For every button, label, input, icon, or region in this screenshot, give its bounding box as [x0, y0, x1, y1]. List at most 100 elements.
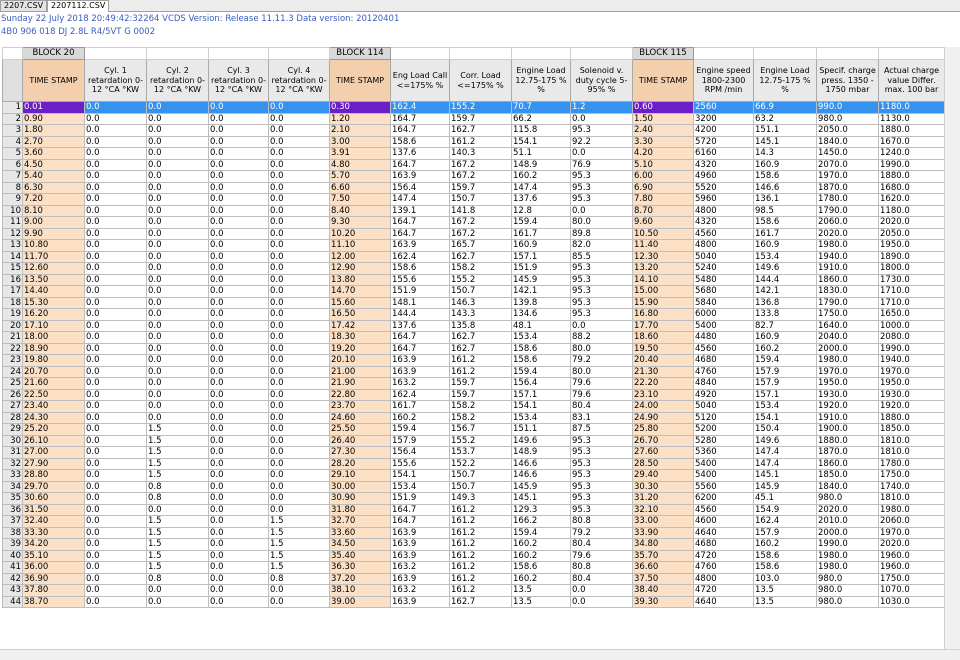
value-cell[interactable]: 145.1 — [753, 135, 817, 148]
value-cell[interactable]: 980.0 — [816, 584, 879, 597]
value-cell[interactable]: 85.5 — [570, 250, 633, 263]
value-cell[interactable]: 0.0 — [208, 365, 269, 378]
value-cell[interactable]: 0.0 — [146, 342, 209, 355]
timestamp-cell[interactable]: 33.90 — [632, 526, 694, 539]
value-cell[interactable]: 0.0 — [268, 250, 330, 263]
value-cell[interactable]: 133.8 — [753, 308, 817, 321]
value-cell[interactable]: 1.5 — [146, 434, 209, 447]
value-cell[interactable]: 4320 — [693, 216, 754, 229]
value-cell[interactable]: 0.0 — [84, 342, 147, 355]
value-cell[interactable]: 0.0 — [146, 147, 209, 160]
column-header[interactable]: Cyl. 4 retardation 0-12 °CA °KW — [268, 59, 330, 102]
value-cell[interactable]: 0.0 — [208, 423, 269, 436]
table-row[interactable]: 33 28.80 0.0 1.5 0.0 0.0 29.10 154.1 150.7 146.6 9… — [2, 469, 944, 482]
value-cell[interactable]: 95.3 — [570, 457, 633, 470]
value-cell[interactable]: 0.8 — [146, 492, 209, 505]
value-cell[interactable]: 980.0 — [816, 492, 879, 505]
value-cell[interactable]: 154.1 — [511, 400, 571, 413]
table-row[interactable]: 2 0.90 0.0 0.0 0.0 0.0 1.20 164.7 159.7 66.2 0.0 1.… — [2, 112, 944, 125]
timestamp-cell[interactable]: 22.50 — [22, 388, 85, 401]
value-cell[interactable]: 4800 — [693, 239, 754, 252]
value-cell[interactable]: 0.0 — [268, 158, 330, 171]
row-number[interactable]: 16 — [2, 273, 23, 286]
timestamp-cell[interactable]: 2.40 — [632, 124, 694, 137]
timestamp-cell[interactable]: 14.70 — [329, 285, 391, 298]
value-cell[interactable]: 158.2 — [449, 411, 512, 424]
value-cell[interactable]: 158.6 — [511, 354, 571, 367]
value-cell[interactable]: 4760 — [693, 365, 754, 378]
tab-2207-csv[interactable]: 2207.CSV — [0, 0, 48, 11]
row-number[interactable]: 30 — [2, 434, 23, 447]
value-cell[interactable]: 0.0 — [208, 561, 269, 574]
table-row[interactable]: 40 35.10 0.0 1.5 0.0 1.5 35.40 163.9 161.2 160.2 7… — [2, 549, 944, 562]
value-cell[interactable]: 0.0 — [84, 480, 147, 493]
value-cell[interactable]: 1950.0 — [878, 239, 944, 252]
value-cell[interactable]: 1.5 — [146, 469, 209, 482]
value-cell[interactable]: 0.0 — [268, 503, 330, 516]
timestamp-cell[interactable]: 30.00 — [329, 480, 391, 493]
timestamp-cell[interactable]: 15.60 — [329, 296, 391, 309]
row-number[interactable]: 21 — [2, 331, 23, 344]
timestamp-cell[interactable]: 17.42 — [329, 319, 391, 332]
column-header[interactable]: TIME STAMP — [329, 59, 391, 102]
value-cell[interactable]: 151.1 — [753, 124, 817, 137]
timestamp-cell[interactable]: 27.60 — [632, 446, 694, 459]
value-cell[interactable]: 80.4 — [570, 538, 633, 551]
value-cell[interactable]: 1.5 — [146, 538, 209, 551]
value-cell[interactable]: 134.6 — [511, 308, 571, 321]
value-cell[interactable]: 159.4 — [390, 423, 450, 436]
value-cell[interactable]: 2080.0 — [878, 331, 944, 344]
value-cell[interactable]: 1970.0 — [878, 365, 944, 378]
value-cell[interactable]: 95.3 — [570, 434, 633, 447]
value-cell[interactable]: 1.5 — [268, 561, 330, 574]
value-cell[interactable]: 1840.0 — [816, 480, 879, 493]
value-cell[interactable]: 158.6 — [511, 342, 571, 355]
value-cell[interactable]: 1670.0 — [878, 135, 944, 148]
value-cell[interactable]: 1.5 — [268, 538, 330, 551]
value-cell[interactable]: 0.0 — [84, 112, 147, 125]
timestamp-cell[interactable]: 20.70 — [22, 365, 85, 378]
row-number[interactable]: 19 — [2, 308, 23, 321]
value-cell[interactable]: 45.1 — [753, 492, 817, 505]
value-cell[interactable]: 98.5 — [753, 204, 817, 217]
value-cell[interactable]: 159.7 — [449, 388, 512, 401]
value-cell[interactable]: 0.0 — [84, 584, 147, 597]
value-cell[interactable]: 161.2 — [449, 584, 512, 597]
value-cell[interactable]: 5680 — [693, 285, 754, 298]
value-cell[interactable]: 95.3 — [570, 503, 633, 516]
value-cell[interactable]: 4840 — [693, 377, 754, 390]
table-row[interactable]: 7 5.40 0.0 0.0 0.0 0.0 5.70 163.9 167.2 160.2 95.3… — [2, 170, 944, 183]
timestamp-cell[interactable]: 2.70 — [22, 135, 85, 148]
value-cell[interactable]: 4640 — [693, 595, 754, 608]
value-cell[interactable]: 0.0 — [146, 285, 209, 298]
value-cell[interactable]: 161.2 — [449, 135, 512, 148]
table-row[interactable]: 1 0.01 0.0 0.0 0.0 0.0 0.30 162.4 155.2 70.7 1.2 0.… — [2, 101, 944, 114]
value-cell[interactable]: 0.0 — [146, 262, 209, 275]
timestamp-cell[interactable]: 38.40 — [632, 584, 694, 597]
value-cell[interactable]: 164.7 — [390, 227, 450, 240]
value-cell[interactable]: 4800 — [693, 572, 754, 585]
value-cell[interactable]: 0.0 — [208, 457, 269, 470]
value-cell[interactable]: 167.2 — [449, 216, 512, 229]
row-number[interactable]: 38 — [2, 526, 23, 539]
value-cell[interactable]: 4920 — [693, 388, 754, 401]
timestamp-cell[interactable]: 13.20 — [632, 262, 694, 275]
timestamp-cell[interactable]: 1.20 — [329, 112, 391, 125]
row-number[interactable]: 1 — [2, 101, 23, 114]
value-cell[interactable]: 1780.0 — [878, 457, 944, 470]
value-cell[interactable]: 142.1 — [511, 285, 571, 298]
value-cell[interactable]: 157.9 — [390, 434, 450, 447]
value-cell[interactable]: 5400 — [693, 457, 754, 470]
value-cell[interactable]: 4480 — [693, 331, 754, 344]
value-cell[interactable]: 0.0 — [268, 193, 330, 206]
value-cell[interactable]: 51.1 — [511, 147, 571, 160]
value-cell[interactable]: 0.0 — [268, 135, 330, 148]
value-cell[interactable]: 1710.0 — [878, 296, 944, 309]
table-row[interactable]: 31 27.00 0.0 1.5 0.0 0.0 27.30 156.4 153.7 148.9 9… — [2, 446, 944, 459]
value-cell[interactable]: 80.0 — [570, 342, 633, 355]
value-cell[interactable]: 1.5 — [146, 446, 209, 459]
timestamp-cell[interactable]: 13.80 — [329, 273, 391, 286]
value-cell[interactable]: 5960 — [693, 193, 754, 206]
value-cell[interactable]: 0.0 — [268, 262, 330, 275]
value-cell[interactable]: 147.4 — [511, 181, 571, 194]
